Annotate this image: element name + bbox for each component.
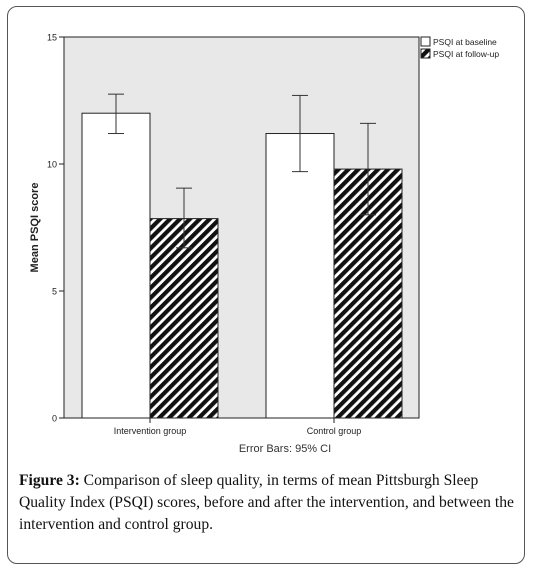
x-tick-label: Intervention group xyxy=(114,426,187,436)
bar xyxy=(81,112,151,419)
legend: PSQI at baseline PSQI at follow-up xyxy=(420,36,499,59)
legend-label: PSQI at follow-up xyxy=(433,49,499,59)
y-tick-label: 15 xyxy=(47,33,57,43)
y-axis-label: Mean PSQI score xyxy=(29,183,41,273)
y-tick-label: 0 xyxy=(52,414,57,424)
bar xyxy=(265,133,335,419)
legend-label: PSQI at baseline xyxy=(433,37,497,47)
caption-text: Comparison of sleep quality, in terms of… xyxy=(19,472,514,533)
bar xyxy=(149,218,219,419)
legend-swatch xyxy=(420,36,431,47)
bar-chart: 0 5 10 15 Intervention group Control group PS… xyxy=(29,33,499,456)
x-tick-label: Control group xyxy=(307,426,362,436)
y-tick-label: 5 xyxy=(52,287,57,297)
caption-lead: Figure 3: xyxy=(19,472,80,489)
figure-caption: Figure 3: Comparison of sleep quality, i… xyxy=(19,470,519,536)
y-tick-label: 10 xyxy=(47,160,57,170)
legend-swatch xyxy=(420,48,431,59)
error-bars-label: Error Bars: 95% CI xyxy=(239,443,331,455)
